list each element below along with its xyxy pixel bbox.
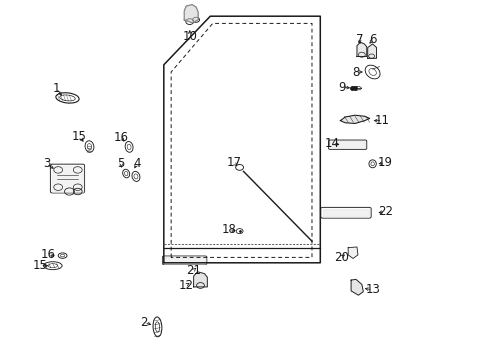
Text: 12: 12 (178, 279, 193, 292)
Text: 14: 14 (325, 137, 339, 150)
Text: 7: 7 (355, 33, 363, 46)
Text: 21: 21 (185, 264, 200, 277)
Text: 16: 16 (41, 248, 55, 261)
Text: 17: 17 (226, 156, 241, 169)
Text: 5: 5 (117, 157, 125, 170)
Text: 4: 4 (133, 157, 141, 170)
Polygon shape (184, 5, 198, 23)
Text: 20: 20 (333, 251, 348, 264)
Polygon shape (163, 257, 205, 264)
Polygon shape (367, 44, 376, 58)
Text: 6: 6 (368, 33, 376, 46)
Text: 18: 18 (221, 223, 236, 236)
Polygon shape (356, 42, 366, 57)
Text: 2: 2 (140, 316, 148, 329)
Text: 15: 15 (72, 130, 86, 143)
Text: 9: 9 (338, 81, 346, 94)
Polygon shape (340, 115, 369, 123)
Text: 22: 22 (377, 205, 392, 218)
Text: 8: 8 (351, 66, 359, 78)
Text: 11: 11 (374, 114, 389, 127)
Polygon shape (52, 166, 82, 192)
Polygon shape (322, 209, 368, 217)
Text: 3: 3 (42, 157, 50, 170)
Text: 16: 16 (114, 131, 128, 144)
Text: 19: 19 (377, 156, 392, 169)
Polygon shape (347, 247, 357, 258)
Text: 1: 1 (52, 82, 60, 95)
Text: 13: 13 (365, 283, 379, 296)
Polygon shape (350, 279, 363, 295)
Polygon shape (193, 272, 207, 287)
Polygon shape (329, 141, 365, 148)
Text: 15: 15 (33, 259, 47, 272)
Text: 10: 10 (182, 30, 197, 42)
